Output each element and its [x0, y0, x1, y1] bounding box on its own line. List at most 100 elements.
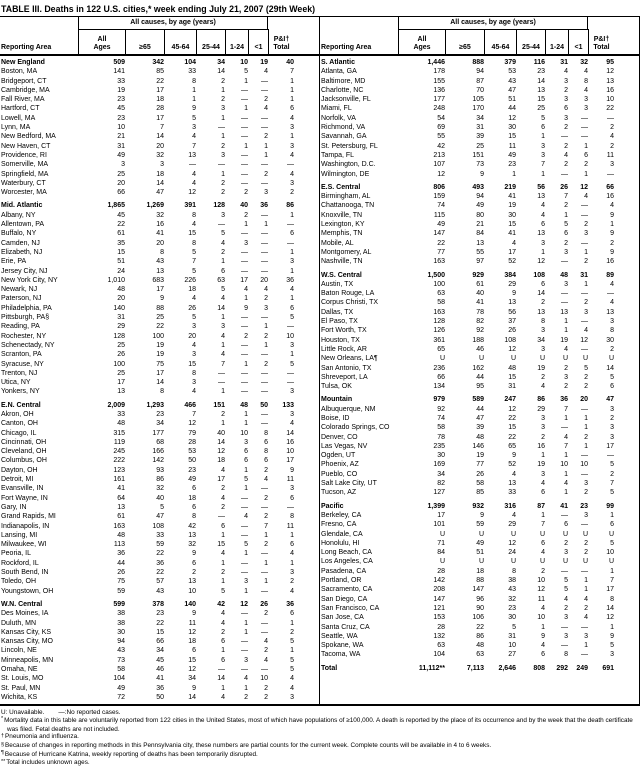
value-cell: 59 — [156, 541, 164, 549]
reporting-area-cell: San Francisco, CA — [321, 604, 380, 612]
value-cell: 1 — [244, 619, 248, 627]
value-cell: 28 — [156, 105, 164, 113]
value-cell: 2 — [290, 189, 294, 197]
value-cell: 6 — [264, 457, 268, 465]
reporting-area-cell: Mountain — [321, 396, 353, 404]
value-cell: 48 — [476, 433, 484, 441]
value-cell: 48 — [117, 420, 125, 428]
value-cell: 10 — [286, 332, 294, 340]
value-cell: — — [261, 239, 268, 247]
value-cell: 2 — [564, 202, 568, 210]
value-cell: 378 — [152, 600, 164, 608]
value-cell: — — [607, 114, 614, 122]
table-row: Erie, PA 51 43 7 1 — — 3 — [0, 257, 319, 266]
value-cell: 63 — [437, 290, 445, 298]
value-cell: 93 — [156, 466, 164, 474]
table-row: Tucson, AZ 127 85 33 6 1 2 5 — [320, 488, 639, 497]
table-row: Glendale, CA U U U U U U U — [320, 530, 639, 539]
reporting-area-cell: Minneapolis, MN — [1, 656, 54, 664]
value-cell: 45 — [117, 211, 125, 219]
value-cell: 63 — [437, 642, 445, 650]
value-cell: — — [287, 379, 294, 387]
value-cell: 6 — [290, 494, 294, 502]
value-cell: 7 — [290, 68, 294, 76]
value-cell: — — [581, 318, 588, 326]
value-cell: 23 — [508, 161, 516, 169]
value-cell: 116 — [533, 59, 545, 66]
value-cell: 1 — [192, 86, 196, 94]
value-cell: 17 — [156, 114, 164, 122]
value-cell: — — [241, 610, 248, 618]
footnote: *Mortality data in this table are volunt… — [1, 716, 636, 733]
value-cell: 11 — [188, 619, 196, 627]
value-cell: 146 — [472, 442, 484, 450]
reporting-area-cell: Knoxville, TN — [321, 211, 363, 219]
value-cell: 235 — [433, 442, 445, 450]
value-cell: 6 — [541, 489, 545, 497]
value-cell: — — [241, 133, 248, 141]
value-cell: 11 — [537, 595, 545, 603]
value-cell: 2 — [584, 373, 588, 381]
table-section: W.S. Central 1,500 929 384 108 48 31 89 Austin, … — [320, 271, 639, 392]
value-cell: 97 — [476, 258, 484, 266]
value-cell: 4 — [541, 604, 545, 612]
value-cell: 36 — [286, 276, 294, 284]
value-cell: 48 — [117, 286, 125, 294]
value-cell: 2 — [192, 569, 196, 577]
value-cell: 1 — [541, 452, 545, 460]
value-cell: 31 — [508, 632, 516, 640]
value-cell: — — [241, 559, 248, 567]
value-cell: 16 — [606, 86, 614, 94]
value-cell: 15 — [188, 230, 196, 238]
table-row: Honolulu, HI 71 49 12 6 2 2 5 — [320, 539, 639, 548]
value-cell: 34 — [476, 114, 484, 122]
reporting-area-cell: Gary, IN — [1, 503, 27, 511]
reporting-area-cell: San Antonio, TX — [321, 364, 372, 372]
value-cell: 33 — [117, 410, 125, 418]
reporting-area-cell: San Diego, CA — [321, 595, 368, 603]
reporting-area-cell: Grand Rapids, MI — [1, 513, 56, 521]
value-cell: — — [561, 567, 568, 575]
value-cell: 48 — [476, 642, 484, 650]
table-row: Trenton, NJ 25 17 8 — — — — — [0, 369, 319, 378]
value-cell: 13 — [188, 151, 196, 159]
value-cell: 3 — [541, 424, 545, 432]
table-row: Total 11,112** 7,113 2,646 808 292 249 691 — [320, 664, 639, 673]
value-cell: 7 — [192, 142, 196, 150]
value-cell: 7 — [610, 480, 614, 488]
value-cell: 22 — [117, 221, 125, 229]
value-cell: 6 — [221, 267, 225, 275]
value-cell: 153 — [433, 614, 445, 622]
value-cell: 5 — [160, 503, 164, 511]
value-cell: 80 — [476, 211, 484, 219]
value-cell: 70 — [476, 86, 484, 94]
reporting-area-cell: Kansas City, KS — [1, 628, 52, 636]
reporting-area-cell: Buffalo, NY — [1, 230, 37, 238]
table-row: Evansville, IN 41 32 6 2 1 — 3 — [0, 484, 319, 493]
value-cell: 3 — [541, 142, 545, 150]
value-cell: 2 — [564, 161, 568, 169]
value-cell: 71 — [437, 539, 445, 547]
value-cell: 14 — [217, 675, 225, 683]
value-cell: 4 — [541, 202, 545, 210]
value-cell: 3 — [564, 373, 568, 381]
reporting-area-cell: Tampa, FL — [321, 151, 355, 159]
value-cell: 4 — [541, 383, 545, 391]
value-cell: 3 — [541, 345, 545, 353]
value-cell: 49 — [437, 221, 445, 229]
reporting-area-cell: Corpus Christi, TX — [321, 299, 379, 307]
value-cell: 10 — [260, 675, 268, 683]
value-cell: 43 — [156, 258, 164, 266]
reporting-area-cell: Youngstown, OH — [1, 587, 54, 595]
value-cell: 2 — [221, 628, 225, 636]
table-row: Rockford, IL 44 36 6 1 — 1 1 — [0, 559, 319, 568]
value-cell: 36 — [260, 202, 268, 210]
value-cell: 15 — [508, 221, 516, 229]
value-cell: 4 — [192, 170, 196, 178]
table-section: E.S. Central 806 493 219 56 26 12 66 Birmingham,… — [320, 183, 639, 267]
value-cell: 3 — [221, 105, 225, 113]
value-cell: 5 — [221, 286, 225, 294]
value-cell: 7 — [221, 360, 225, 368]
table-row: New Orleans, LA¶ U U U U U U U — [320, 354, 639, 363]
value-cell: 4 — [192, 221, 196, 229]
